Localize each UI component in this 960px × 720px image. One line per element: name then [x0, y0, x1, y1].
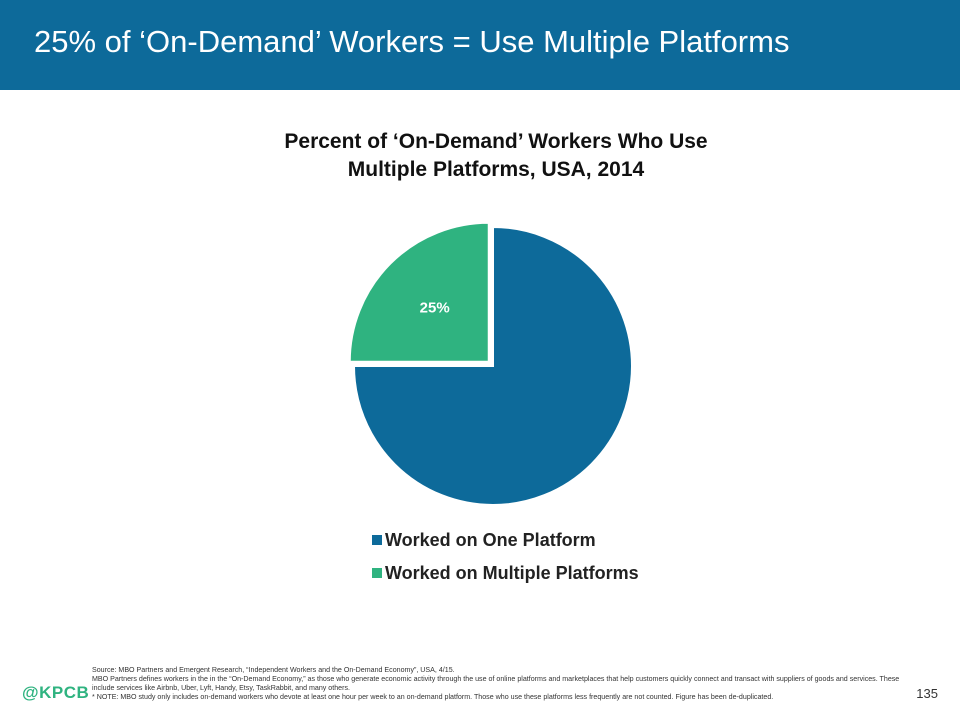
- kpcb-logo: @KPCB: [22, 683, 90, 702]
- pie-slice-one-platform: [352, 225, 633, 506]
- slide-title: 25% of ‘On-Demand’ Workers = Use Multipl…: [34, 24, 790, 59]
- chart-title-line-2: Multiple Platforms, USA, 2014: [347, 158, 645, 181]
- chart-legend: Worked on One Platform Worked on Multipl…: [372, 530, 639, 596]
- pie-slice-multiple-platforms: [348, 221, 490, 363]
- legend-item-multiple-platforms: Worked on Multiple Platforms: [372, 563, 639, 596]
- chart-title: Percent of ‘On-Demand’ Workers Who Use M…: [0, 128, 960, 184]
- legend-label-multiple-platforms: Worked on Multiple Platforms: [385, 563, 639, 583]
- chart-title-line-1: Percent of ‘On-Demand’ Workers Who Use: [284, 130, 708, 153]
- legend-swatch-multiple-platforms: [372, 568, 382, 578]
- legend-label-one-platform: Worked on One Platform: [385, 530, 596, 550]
- header-bar: 25% of ‘On-Demand’ Workers = Use Multipl…: [0, 0, 960, 90]
- footnote: Source: MBO Partners and Emergent Resear…: [92, 666, 920, 702]
- legend-item-one-platform: Worked on One Platform: [372, 530, 639, 563]
- data-label-multiple-platforms: 25%: [420, 300, 450, 317]
- footnote-source: Source: MBO Partners and Emergent Resear…: [92, 666, 455, 674]
- footnote-note: * NOTE: MBO study only includes on-deman…: [92, 693, 774, 701]
- legend-swatch-one-platform: [372, 535, 382, 545]
- page-number: 135: [916, 686, 938, 701]
- footnote-definition: MBO Partners defines workers in the in t…: [92, 675, 900, 692]
